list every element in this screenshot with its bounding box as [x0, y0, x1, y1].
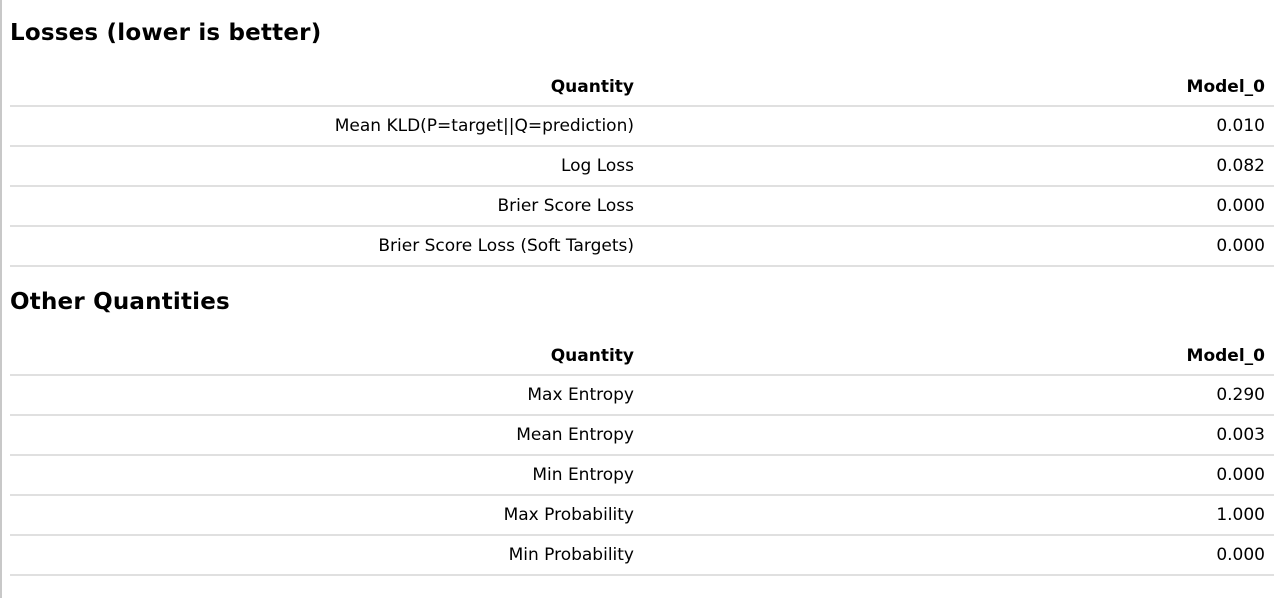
column-header-quantity: Quantity	[550, 345, 634, 366]
losses-section-title: Losses (lower is better)	[10, 20, 322, 46]
quantity-cell: Min Probability	[508, 545, 634, 565]
table-row: Brier Score Loss 0.000	[10, 187, 1274, 227]
value-cell: 0.000	[1216, 545, 1265, 565]
table-row: Brier Score Loss (Soft Targets) 0.000	[10, 227, 1274, 267]
value-cell: 0.010	[1216, 116, 1265, 136]
table-row: Mean Entropy 0.003	[10, 416, 1274, 456]
table-row: Max Entropy 0.290	[10, 376, 1274, 416]
value-cell: 1.000	[1216, 505, 1265, 525]
report-content: Losses (lower is better) Quantity Model_…	[10, 0, 1274, 576]
quantity-cell: Log Loss	[560, 156, 634, 176]
table-row: Max Probability 1.000	[10, 496, 1274, 536]
table-row: Mean KLD(P=target||Q=prediction) 0.010	[10, 107, 1274, 147]
value-cell: 0.000	[1216, 236, 1265, 256]
table-row: Min Entropy 0.000	[10, 456, 1274, 496]
quantity-cell: Brier Score Loss (Soft Targets)	[378, 236, 634, 256]
other-quantities-section: Other Quantities Quantity Model_0 Max En…	[10, 267, 1274, 576]
value-cell: 0.000	[1216, 196, 1265, 216]
table-row: Log Loss 0.082	[10, 147, 1274, 187]
value-cell: 0.000	[1216, 465, 1265, 485]
losses-section: Losses (lower is better) Quantity Model_…	[10, 0, 1274, 267]
column-header-quantity: Quantity	[550, 76, 634, 97]
quantity-cell: Mean Entropy	[516, 425, 634, 445]
table-row: Min Probability 0.000	[10, 536, 1274, 576]
quantity-cell: Brier Score Loss	[497, 196, 634, 216]
column-header-model: Model_0	[1186, 345, 1265, 366]
quantity-cell: Mean KLD(P=target||Q=prediction)	[334, 116, 634, 136]
quantity-cell: Max Entropy	[527, 385, 634, 405]
value-cell: 0.082	[1216, 156, 1265, 176]
page-left-border	[0, 0, 2, 598]
losses-table-header: Quantity Model_0	[10, 68, 1274, 107]
other-quantities-section-title: Other Quantities	[10, 289, 230, 315]
value-cell: 0.003	[1216, 425, 1265, 445]
quantity-cell: Min Entropy	[532, 465, 634, 485]
value-cell: 0.290	[1216, 385, 1265, 405]
quantity-cell: Max Probability	[503, 505, 634, 525]
column-header-model: Model_0	[1186, 76, 1265, 97]
other-quantities-table: Quantity Model_0 Max Entropy 0.290 Mean …	[10, 337, 1274, 576]
other-quantities-table-header: Quantity Model_0	[10, 337, 1274, 376]
losses-table: Quantity Model_0 Mean KLD(P=target||Q=pr…	[10, 68, 1274, 267]
